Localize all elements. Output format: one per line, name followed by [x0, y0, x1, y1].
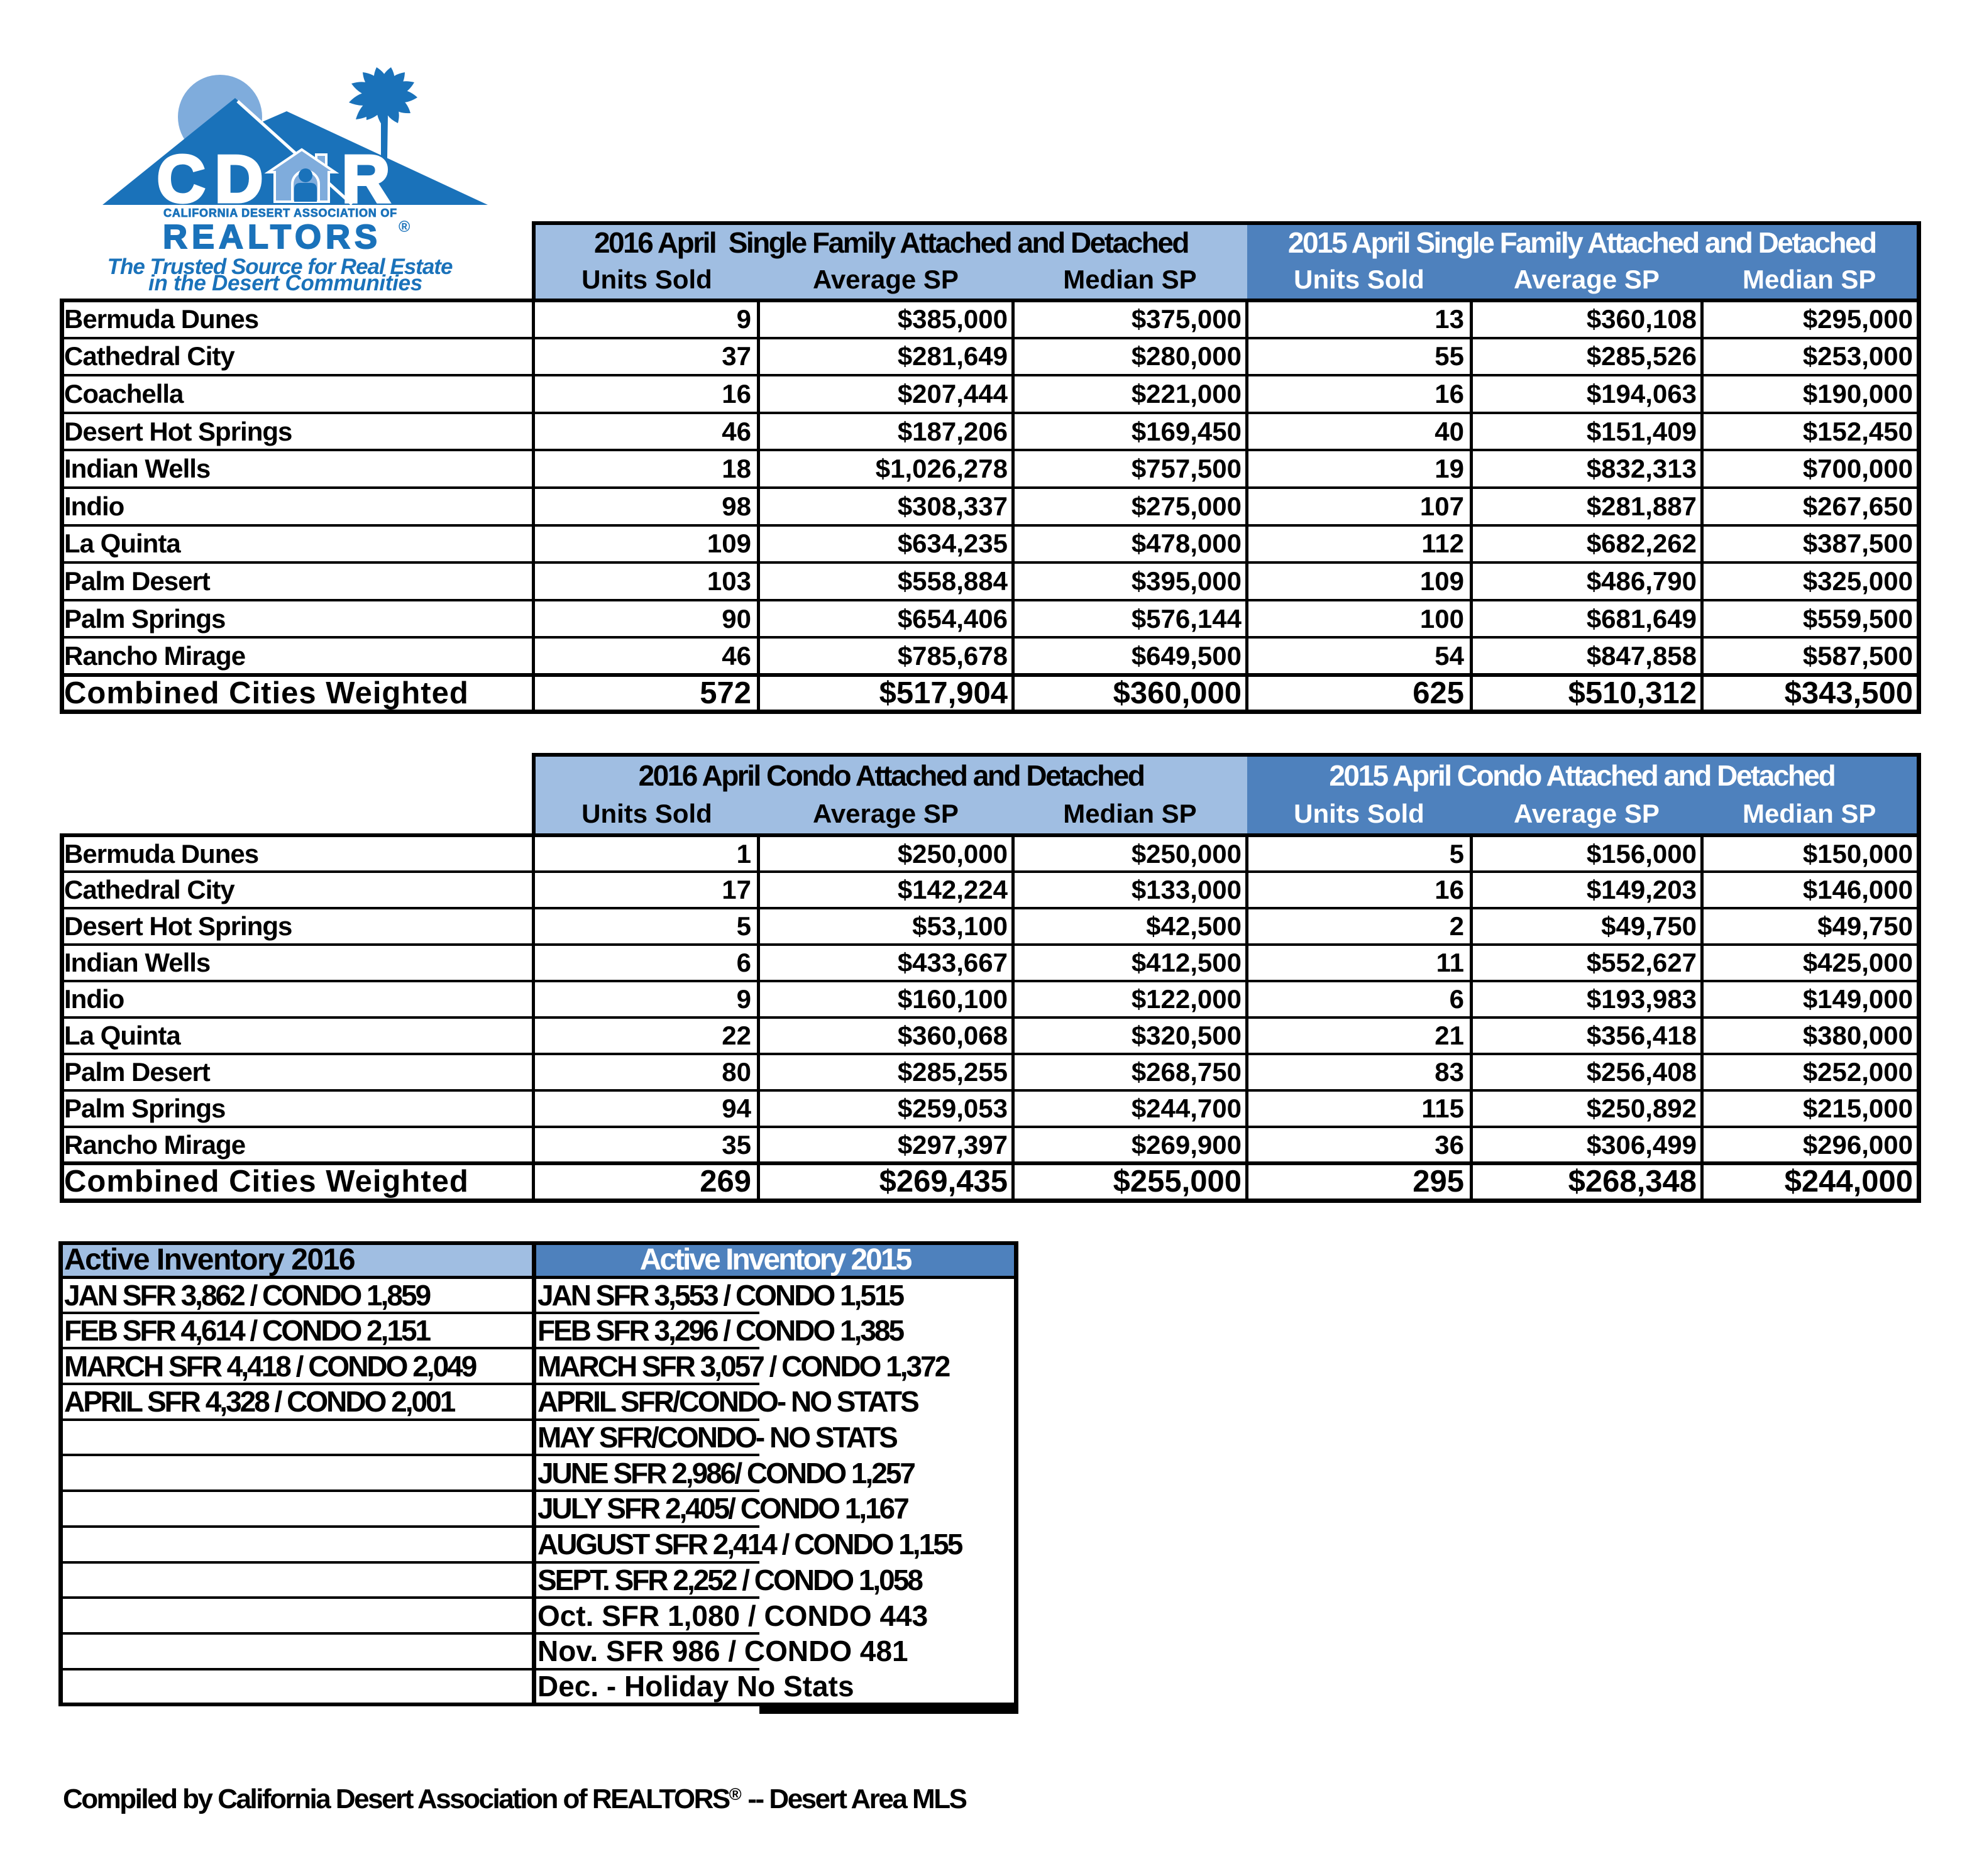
svg-text:C: C [157, 142, 206, 216]
svg-text:CALIFORNIA DESERT ASSOCIATION: CALIFORNIA DESERT ASSOCIATION OF [163, 207, 397, 219]
svg-text:D: D [215, 142, 263, 216]
svg-text:R: R [342, 142, 390, 216]
